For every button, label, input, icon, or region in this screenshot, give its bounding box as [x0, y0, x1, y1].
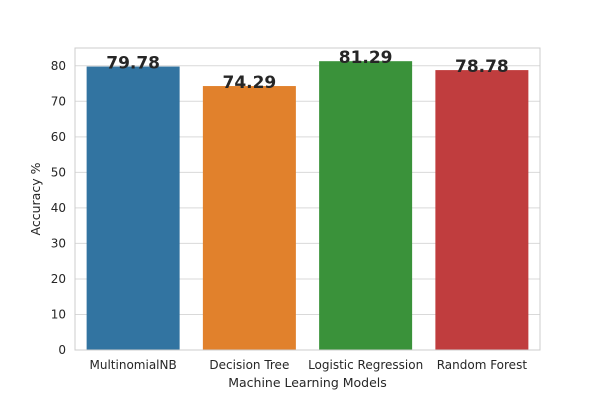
- x-tick-label: Decision Tree: [209, 358, 289, 372]
- y-tick-label: 70: [51, 94, 66, 108]
- plot-frame: [74, 47, 541, 351]
- data-label: 74.29: [222, 73, 276, 93]
- x-axis-title: Machine Learning Models: [228, 375, 387, 390]
- data-label: 81.29: [339, 48, 393, 68]
- bar-multinomialnb: [86, 66, 180, 350]
- y-tick-label: 50: [51, 165, 66, 179]
- bar-random-forest: [435, 70, 529, 350]
- y-tick-label: 20: [51, 272, 66, 286]
- bar-logistic-regression: [319, 61, 413, 351]
- bars: [86, 61, 529, 351]
- y-tick-label: 60: [51, 130, 66, 144]
- data-label: 79.78: [106, 54, 160, 74]
- data-labels: 79.78 74.29 81.29 78.78: [106, 48, 509, 93]
- x-tick-labels: MultinomialNB Decision Tree Logistic Regre…: [90, 358, 528, 372]
- data-label: 78.78: [455, 57, 509, 77]
- y-tick-labels: 0 10 20 30 40 50 60 70 80: [51, 59, 66, 357]
- x-tick-label: Random Forest: [437, 358, 528, 372]
- y-tick-label: 80: [51, 59, 66, 73]
- y-tick-label: 40: [51, 201, 66, 215]
- bar-decision-tree: [202, 86, 296, 350]
- x-tick-label: Logistic Regression: [308, 358, 423, 372]
- y-tick-label: 30: [51, 236, 66, 250]
- y-axis-title: Accuracy %: [28, 162, 43, 235]
- y-tick-label: 0: [58, 343, 66, 357]
- x-tick-label: MultinomialNB: [90, 358, 177, 372]
- y-tick-label: 10: [51, 307, 66, 321]
